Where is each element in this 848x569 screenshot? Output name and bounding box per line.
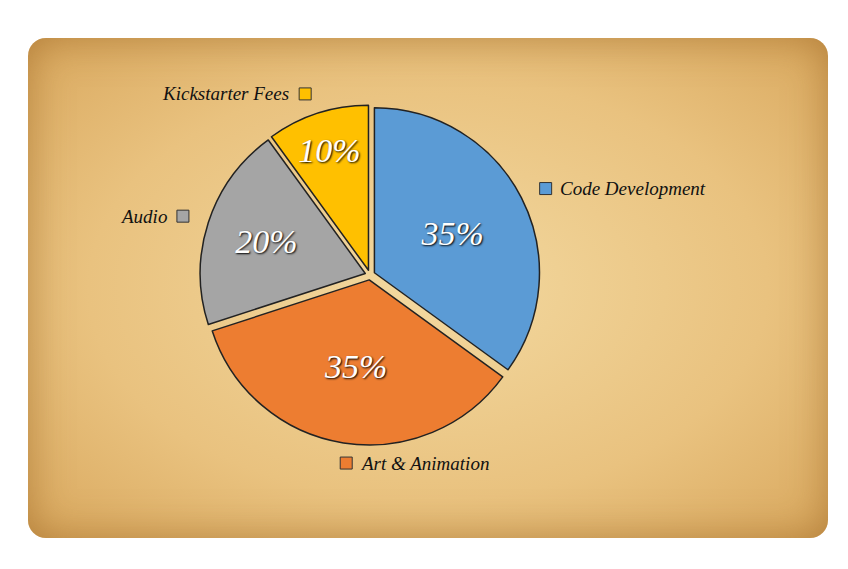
svg-text:Audio: Audio bbox=[120, 206, 167, 227]
svg-text:20%: 20% bbox=[235, 223, 297, 260]
svg-text:Code Development: Code Development bbox=[560, 178, 706, 199]
svg-text:35%: 35% bbox=[421, 215, 484, 252]
svg-text:Kickstarter Fees: Kickstarter Fees bbox=[162, 83, 289, 104]
svg-text:Art & Animation: Art & Animation bbox=[360, 453, 489, 474]
svg-text:10%: 10% bbox=[298, 132, 360, 169]
svg-text:35%: 35% bbox=[324, 348, 387, 385]
